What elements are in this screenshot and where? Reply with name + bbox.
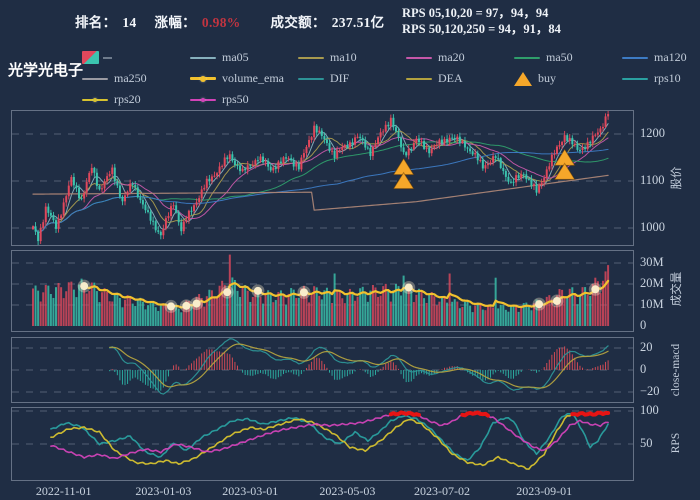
x-tick-label: 2023-05-03: [319, 484, 376, 498]
price-axis-label: 股价: [671, 166, 683, 190]
candle-icon: [82, 51, 99, 64]
page-title: 光学光电子: [8, 63, 84, 79]
legend-label-DEA: DEA: [438, 71, 463, 85]
rps-tick-label: 100: [640, 403, 659, 417]
x-tick-label: 2023-03-01: [222, 484, 279, 498]
legend-label-ma250: ma250: [114, 71, 147, 85]
ma10-line-swatch: [298, 56, 324, 59]
rps-long-line: RPS 50,120,250 = 94，91，84: [402, 22, 561, 36]
buy-triangle-icon: [514, 71, 532, 86]
volume_ema-marker-dot: [200, 75, 206, 82]
volume_ema-line-swatch: [190, 75, 216, 82]
legend-label-buy: buy: [538, 71, 556, 85]
macd-tick-label: −20: [640, 384, 660, 398]
rank-value: 14: [122, 15, 137, 30]
legend-label-volume_ema: volume_ema: [222, 71, 284, 85]
change-label: 涨幅：: [154, 15, 196, 30]
price-chart-canvas: [12, 111, 633, 245]
price-tick-label: 1000: [640, 220, 665, 234]
volume-tick-label: 30M: [640, 255, 664, 269]
ma250-line-swatch: [82, 77, 108, 80]
rank-label: 排名：: [75, 15, 117, 30]
legend-label-rps20: rps20: [114, 92, 141, 106]
DIF-line-swatch: [298, 77, 324, 80]
legend-item-ma05: ma05: [190, 47, 298, 68]
legend-item-ma250: ma250: [82, 68, 190, 89]
price-panel: [11, 110, 634, 246]
macd-chart-canvas: [12, 338, 633, 402]
legend-item-ma10: ma10: [298, 47, 406, 68]
volume-axis-label: 成交量: [671, 271, 683, 307]
legend-label-DIF: DIF: [330, 71, 350, 85]
x-tick-label: 2023-01-03: [135, 484, 192, 498]
rps-chart-canvas: [12, 408, 633, 480]
legend-item-rps20: rps20: [82, 89, 190, 110]
turnover-value: 237.51亿: [331, 15, 385, 30]
legend-label-ma120: ma120: [654, 50, 687, 64]
legend: ma05 ma10 ma20 ma50 ma120 ma250 volume_ema DIF D…: [82, 47, 700, 110]
ma05-line-swatch: [190, 56, 216, 59]
rps-short-line: RPS 05,10,20 = 97，94，94: [402, 6, 549, 20]
legend-item-ma20: ma20: [406, 47, 514, 68]
legend-label-rps10: rps10: [654, 71, 681, 85]
candle-wick-line: [103, 56, 112, 59]
legend-item-candle: [82, 47, 190, 68]
ma50-line-swatch: [514, 56, 540, 59]
x-tick-label: 2023-07-02: [413, 484, 470, 498]
legend-item-buy: buy: [514, 68, 622, 89]
volume-tick-label: 10M: [640, 297, 664, 311]
price-tick-label: 1100: [640, 173, 665, 187]
macd-axis-label: close-macd: [670, 343, 682, 397]
legend-item-ma50: ma50: [514, 47, 622, 68]
x-tick-label: 2022-11-01: [35, 484, 92, 498]
legend-label-ma50: ma50: [546, 50, 573, 64]
macd-tick-label: 0: [640, 362, 647, 376]
legend-label-ma10: ma10: [330, 50, 357, 64]
rps20-marker-dot: [93, 97, 97, 102]
rps-panel: [11, 407, 634, 481]
legend-label-rps50: rps50: [222, 92, 249, 106]
rps-readout: RPS 05,10,20 = 97，94，94 RPS 50,120,250 =…: [402, 5, 561, 37]
volume-chart-canvas: [12, 251, 633, 331]
ma20-line-swatch: [406, 56, 432, 59]
ma120-line-swatch: [622, 56, 648, 59]
macd-panel: [11, 337, 634, 403]
turnover-label: 成交额：: [270, 15, 326, 30]
rps50-line-swatch: [190, 97, 216, 102]
rps-tick-label: 50: [640, 436, 653, 450]
volume-tick-label: 0: [640, 318, 647, 332]
DEA-line-swatch: [406, 77, 432, 80]
macd-tick-label: 20: [640, 340, 653, 354]
volume-panel: [11, 250, 634, 332]
legend-item-rps10: rps10: [622, 68, 700, 89]
legend-label-ma05: ma05: [222, 50, 249, 64]
rps10-line-swatch: [622, 77, 648, 80]
legend-item-rps50: rps50: [190, 89, 298, 110]
legend-item-DEA: DEA: [406, 68, 514, 89]
legend-item-DIF: DIF: [298, 68, 406, 89]
legend-label-ma20: ma20: [438, 50, 465, 64]
legend-item-volume_ema: volume_ema: [190, 68, 298, 89]
price-tick-label: 1200: [640, 126, 665, 140]
x-tick-label: 2023-09-01: [516, 484, 573, 498]
rps-axis-label: RPS: [670, 432, 682, 454]
header-stats: 排名： 14 涨幅： 0.98% 成交额： 237.51亿: [75, 11, 384, 31]
legend-item-ma120: ma120: [622, 47, 700, 68]
change-value: 0.98%: [201, 15, 241, 30]
volume-tick-label: 20M: [640, 276, 664, 290]
rps20-line-swatch: [82, 97, 108, 102]
rps50-marker-dot: [201, 97, 205, 102]
